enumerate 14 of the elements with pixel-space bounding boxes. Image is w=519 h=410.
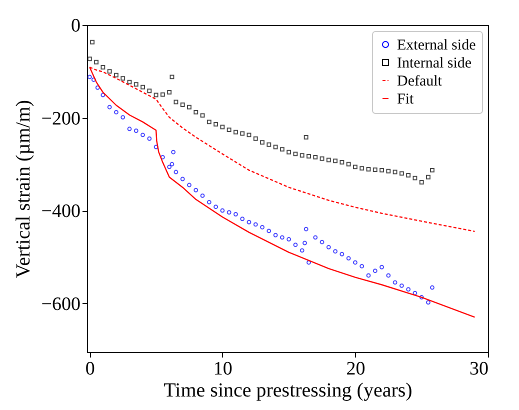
y-axis-title: Vertical strain (µm/m) <box>12 100 34 278</box>
x-tick-label: 30 <box>470 358 488 380</box>
y-tick-label: −400 <box>41 201 80 222</box>
x-tick-label: 20 <box>346 358 366 380</box>
legend-label: Default <box>397 74 443 90</box>
x-axis-title: Time since prestressing (years) <box>164 380 412 402</box>
y-tick-label: −200 <box>41 108 80 130</box>
x-tick-label: 10 <box>213 358 232 380</box>
legend-label: Internal side <box>397 56 472 72</box>
legend-label: Fit <box>397 92 415 108</box>
y-tick-label: −600 <box>41 294 80 315</box>
y-tick-label: 0 <box>71 16 80 36</box>
legend-label: External side <box>397 38 476 54</box>
x-tick-label: 0 <box>85 358 95 380</box>
